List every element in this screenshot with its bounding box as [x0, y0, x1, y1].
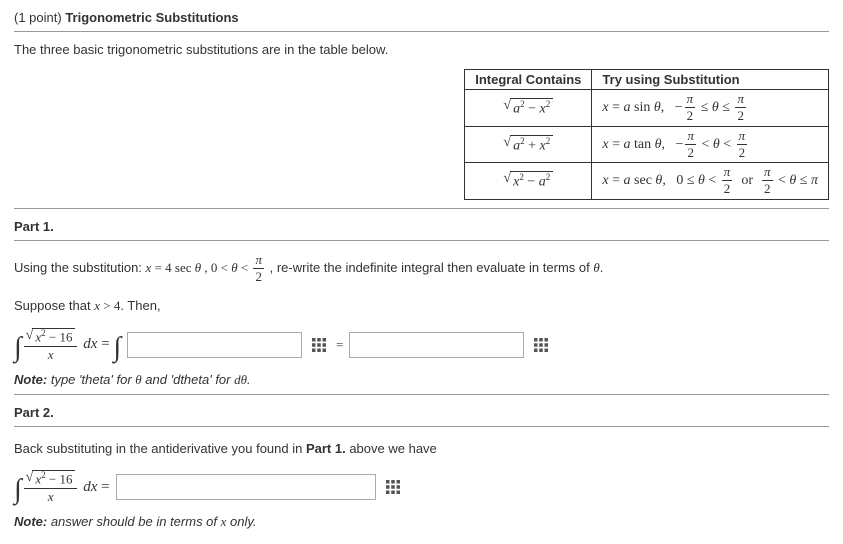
part2-equation: ∫ x2 − 16 x dx = [14, 470, 829, 504]
table-col-contains: Integral Contains [465, 70, 592, 90]
text: Using the substitution: [14, 260, 146, 275]
part2-instruction: Back substituting in the antiderivative … [14, 439, 829, 459]
integral-lhs: ∫ x2 − 16 x dx = ∫ [14, 328, 121, 362]
problem-title: Trigonometric Substitutions [65, 10, 238, 25]
text: Suppose that [14, 298, 94, 313]
table-row: a2 + x2 x = a tan θ, −π2 < θ < π2 [465, 126, 829, 163]
table-col-substitution: Try using Substitution [592, 70, 829, 90]
part1-label: Part 1. [14, 219, 829, 234]
text: Back substituting in the antiderivative … [14, 441, 306, 456]
text: , re-write the indefinite integral then … [270, 260, 594, 275]
table-row: a2 − x2 x = a sin θ, −π2 ≤ θ ≤ π2 [465, 90, 829, 127]
keypad-icon[interactable] [382, 476, 404, 498]
substitution-table: Integral Contains Try using Substitution… [464, 69, 829, 200]
part2-note: Note: answer should be in terms of x onl… [14, 514, 829, 530]
keypad-icon[interactable] [530, 334, 552, 356]
text: above we have [346, 441, 437, 456]
keypad-icon[interactable] [308, 334, 330, 356]
part1-result-input[interactable] [349, 332, 524, 358]
part1-suppose: Suppose that x > 4. Then, [14, 296, 829, 316]
divider [14, 426, 829, 427]
text: . Then, [120, 298, 160, 313]
problem-header: (1 point) Trigonometric Substitutions [14, 10, 829, 25]
part1-equation: ∫ x2 − 16 x dx = ∫ = [14, 328, 829, 362]
part2-result-input[interactable] [116, 474, 376, 500]
intro-text: The three basic trigonometric substituti… [14, 42, 829, 57]
integral-lhs: ∫ x2 − 16 x dx = [14, 470, 110, 504]
divider [14, 208, 829, 209]
substitution-table-wrap: Integral Contains Try using Substitution… [14, 69, 829, 200]
text: . [600, 260, 604, 275]
points-label: (1 point) [14, 10, 62, 25]
part1-instruction: Using the substitution: x = 4 sec θ , 0 … [14, 253, 829, 285]
divider [14, 240, 829, 241]
divider [14, 31, 829, 32]
part1-note: Note: type 'theta' for θ and 'dtheta' fo… [14, 372, 829, 388]
part2-label: Part 2. [14, 405, 829, 420]
part1-integrand-input[interactable] [127, 332, 302, 358]
equals: = [336, 337, 343, 353]
text: Part 1. [306, 441, 346, 456]
table-row: x2 − a2 x = a sec θ, 0 ≤ θ < π2 or π2 < … [465, 163, 829, 200]
divider [14, 394, 829, 395]
